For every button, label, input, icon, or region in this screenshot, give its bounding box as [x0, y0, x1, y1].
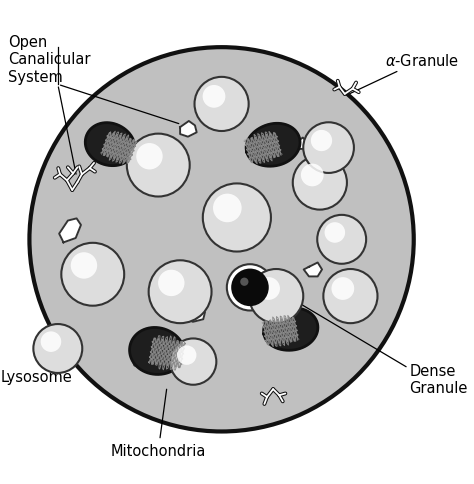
Polygon shape — [297, 138, 307, 150]
Circle shape — [240, 278, 248, 286]
Text: Dense
Granule: Dense Granule — [410, 363, 468, 395]
Circle shape — [324, 222, 364, 262]
Circle shape — [176, 345, 214, 383]
Circle shape — [227, 265, 273, 311]
Polygon shape — [85, 123, 135, 166]
Circle shape — [330, 276, 375, 321]
Circle shape — [311, 131, 332, 152]
Circle shape — [41, 332, 61, 352]
Circle shape — [127, 135, 190, 197]
Circle shape — [257, 277, 280, 300]
Circle shape — [33, 324, 82, 373]
Circle shape — [71, 253, 97, 279]
Polygon shape — [264, 308, 318, 350]
Ellipse shape — [134, 338, 146, 366]
Circle shape — [317, 215, 366, 264]
Circle shape — [323, 270, 377, 323]
Text: Open
Canalicular
System: Open Canalicular System — [9, 35, 91, 85]
Circle shape — [170, 339, 216, 385]
Circle shape — [158, 270, 184, 297]
Circle shape — [136, 144, 163, 170]
Circle shape — [177, 346, 196, 365]
Circle shape — [203, 184, 271, 252]
Circle shape — [40, 331, 80, 371]
Circle shape — [310, 130, 351, 171]
Circle shape — [157, 269, 209, 320]
Ellipse shape — [70, 251, 78, 282]
Circle shape — [303, 123, 354, 174]
Polygon shape — [184, 308, 205, 322]
Circle shape — [70, 252, 121, 303]
Circle shape — [256, 276, 301, 321]
Circle shape — [231, 269, 269, 306]
Circle shape — [29, 48, 414, 432]
Polygon shape — [129, 328, 184, 375]
Text: Mitochondria: Mitochondria — [110, 390, 206, 458]
Polygon shape — [246, 124, 300, 167]
Circle shape — [135, 142, 187, 194]
Circle shape — [300, 163, 344, 208]
Circle shape — [293, 156, 347, 210]
Circle shape — [249, 270, 303, 323]
Circle shape — [61, 243, 124, 306]
Polygon shape — [59, 219, 81, 243]
Circle shape — [202, 86, 225, 108]
Circle shape — [149, 261, 211, 323]
Circle shape — [331, 277, 354, 300]
Circle shape — [301, 164, 324, 187]
Text: Lysosome: Lysosome — [1, 348, 73, 384]
Circle shape — [212, 193, 267, 249]
Circle shape — [201, 85, 246, 129]
Circle shape — [213, 194, 242, 223]
Polygon shape — [129, 328, 184, 375]
Polygon shape — [180, 121, 197, 137]
Polygon shape — [246, 124, 300, 167]
Circle shape — [194, 78, 249, 132]
Text: $\alpha$-Granule: $\alpha$-Granule — [350, 52, 459, 94]
Polygon shape — [85, 123, 135, 166]
Polygon shape — [264, 308, 318, 350]
Polygon shape — [304, 263, 322, 277]
Circle shape — [325, 223, 345, 243]
